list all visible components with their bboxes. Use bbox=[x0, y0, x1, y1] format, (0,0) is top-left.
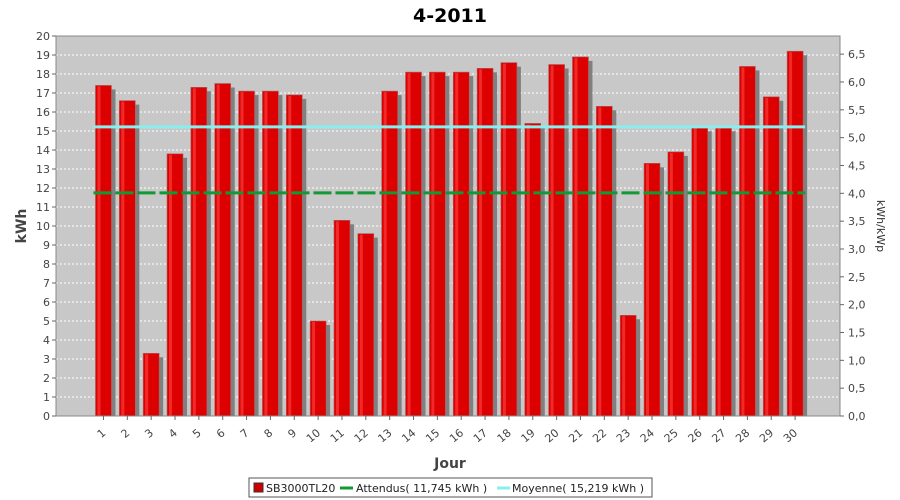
y-axis-label: kWh bbox=[14, 209, 30, 244]
legend-swatch-bars bbox=[253, 482, 264, 493]
y-tick-label: 20 bbox=[36, 30, 50, 43]
y-tick-label: 13 bbox=[36, 163, 50, 176]
bar-highlight bbox=[669, 152, 673, 416]
y-tick-label: 12 bbox=[36, 182, 50, 195]
y-right-tick-label: 6,0 bbox=[848, 76, 866, 89]
bar-highlight bbox=[789, 52, 793, 416]
bar-highlight bbox=[574, 57, 578, 417]
x-axis-label: Jour bbox=[433, 456, 466, 472]
y-axis-right-label: kWh/kWp bbox=[874, 200, 887, 252]
y-right-tick-label: 0,5 bbox=[848, 382, 866, 395]
bar-highlight bbox=[550, 65, 554, 416]
bar-highlight bbox=[288, 95, 292, 417]
chart-title: 4-2011 bbox=[413, 5, 487, 27]
bar-highlight bbox=[97, 86, 101, 417]
y-tick-label: 11 bbox=[36, 201, 50, 214]
y-tick-label: 18 bbox=[36, 68, 50, 81]
y-tick-label: 1 bbox=[43, 391, 50, 404]
y-tick-label: 9 bbox=[43, 239, 50, 252]
y-right-tick-label: 2,0 bbox=[848, 299, 866, 312]
legend-label-bars: SB3000TL20 bbox=[266, 482, 335, 495]
y-right-tick-label: 1,0 bbox=[848, 354, 866, 367]
bar-highlight bbox=[216, 84, 220, 416]
bar-highlight bbox=[693, 128, 697, 416]
bar-highlight bbox=[765, 97, 769, 417]
legend-label-attendus: Attendus( 11,745 kWh ) bbox=[356, 482, 487, 495]
y-tick-label: 16 bbox=[36, 106, 50, 119]
y-right-tick-label: 3,5 bbox=[848, 215, 866, 228]
bar-highlight bbox=[312, 322, 316, 416]
y-tick-label: 2 bbox=[43, 372, 50, 385]
y-tick-label: 6 bbox=[43, 296, 50, 309]
y-right-tick-label: 5,0 bbox=[848, 132, 866, 145]
bar-highlight bbox=[192, 88, 196, 417]
y-axis-right: 0,0 0,5 1,0 1,5 2,0 2,5 3,0 3,5 4,0 4,5 5,0 5,5 6,0 6… bbox=[840, 48, 866, 423]
y-tick-label: 8 bbox=[43, 258, 50, 271]
bar-highlight bbox=[240, 92, 244, 416]
bar-highlight bbox=[407, 73, 411, 416]
legend: SB3000TL20 Attendus( 11,745 kWh ) Moyenn… bbox=[248, 477, 653, 498]
y-tick-label: 10 bbox=[36, 220, 50, 233]
legend-box bbox=[248, 477, 653, 498]
y-tick-label: 3 bbox=[43, 353, 50, 366]
y-right-tick-label: 4,5 bbox=[848, 159, 866, 172]
bar-highlight bbox=[121, 101, 125, 416]
y-right-tick-label: 6,5 bbox=[848, 48, 866, 61]
bar-highlight bbox=[264, 92, 268, 416]
legend-label-moyenne: Moyenne( 15,219 kWh ) bbox=[512, 482, 644, 495]
y-right-tick-label: 1,5 bbox=[848, 326, 866, 339]
bar-highlight bbox=[431, 73, 435, 416]
bar-highlight bbox=[455, 73, 459, 416]
bar-highlight bbox=[502, 63, 506, 416]
y-tick-label: 19 bbox=[36, 49, 50, 62]
y-right-tick-label: 4,0 bbox=[848, 187, 866, 200]
y-right-tick-label: 2,5 bbox=[848, 271, 866, 284]
bar-highlight bbox=[359, 234, 363, 416]
y-right-tick-label: 3,0 bbox=[848, 243, 866, 256]
bar-highlight bbox=[717, 128, 721, 416]
bar-highlight bbox=[169, 154, 173, 417]
bar-highlight bbox=[335, 221, 339, 416]
y-tick-label: 17 bbox=[36, 87, 50, 100]
y-right-tick-label: 0,0 bbox=[848, 410, 866, 423]
y-tick-label: 4 bbox=[43, 334, 50, 347]
bar-highlight bbox=[479, 69, 483, 417]
y-tick-label: 14 bbox=[36, 144, 50, 157]
y-right-tick-label: 5,5 bbox=[848, 104, 866, 117]
reference-lines bbox=[93, 125, 806, 195]
y-tick-label: 7 bbox=[43, 277, 50, 290]
bar-series bbox=[95, 50, 808, 417]
bar-highlight bbox=[741, 67, 745, 417]
bar-highlight bbox=[526, 124, 530, 417]
bar-highlight bbox=[383, 92, 387, 416]
y-tick-label: 5 bbox=[43, 315, 50, 328]
bar-highlight bbox=[622, 316, 626, 416]
y-tick-label: 0 bbox=[43, 410, 50, 423]
bar-highlight bbox=[598, 107, 602, 417]
bar-highlight bbox=[646, 164, 650, 416]
y-tick-label: 15 bbox=[36, 125, 50, 138]
bar-highlight bbox=[145, 354, 149, 416]
plot-area bbox=[55, 35, 841, 417]
